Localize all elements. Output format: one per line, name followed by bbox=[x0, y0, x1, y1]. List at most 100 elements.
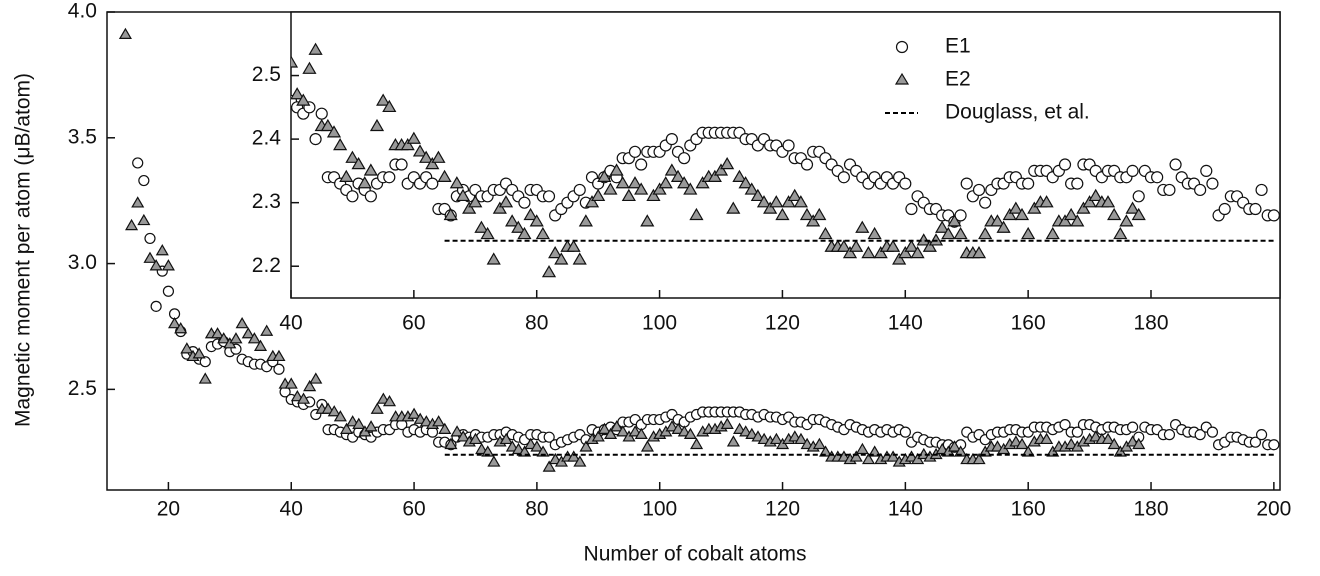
triangle-point bbox=[1113, 226, 1128, 240]
triangle-point bbox=[671, 422, 685, 434]
triangle-point bbox=[855, 442, 869, 455]
triangle-point bbox=[849, 450, 863, 462]
triangle-point bbox=[370, 402, 384, 414]
triangle-point bbox=[1009, 435, 1023, 447]
triangle-point bbox=[352, 417, 366, 429]
triangle-point bbox=[628, 425, 642, 437]
triangle-point bbox=[346, 415, 360, 427]
triangle-point bbox=[345, 150, 360, 163]
triangle-point bbox=[690, 437, 704, 450]
triangle-point bbox=[935, 442, 949, 455]
triangle-point bbox=[610, 420, 624, 432]
triangle-point bbox=[567, 450, 581, 462]
triangle-point bbox=[573, 455, 587, 467]
triangle-point bbox=[536, 445, 550, 457]
y-tick-label: 3.5 bbox=[68, 125, 97, 148]
triangle-point bbox=[369, 118, 385, 132]
triangle-point bbox=[407, 407, 421, 419]
triangle-point bbox=[904, 239, 919, 252]
triangle-point bbox=[689, 207, 704, 221]
plot-area bbox=[243, 0, 1280, 278]
triangle-point bbox=[125, 218, 139, 231]
x-tick-label: 100 bbox=[642, 312, 677, 335]
legend-label: E1 bbox=[945, 35, 971, 58]
x-tick-label: 140 bbox=[888, 498, 923, 521]
triangle-point bbox=[419, 415, 433, 427]
triangle-point bbox=[517, 226, 532, 240]
triangle-point bbox=[431, 150, 446, 163]
y-axis-label: Magnetic moment per atom (μB/atom) bbox=[12, 73, 35, 427]
triangle-point bbox=[498, 195, 514, 208]
triangle-point bbox=[529, 214, 544, 227]
triangle-point bbox=[541, 265, 557, 278]
circle-point bbox=[1163, 429, 1176, 441]
circle-point bbox=[1206, 177, 1219, 190]
triangle-point bbox=[499, 432, 513, 445]
triangle-point bbox=[149, 259, 163, 271]
triangle-point bbox=[837, 450, 851, 462]
circle-point bbox=[1194, 183, 1207, 197]
triangle-point bbox=[161, 259, 175, 271]
triangle-point bbox=[492, 201, 507, 214]
circle-point bbox=[346, 190, 359, 203]
triangle-point bbox=[597, 422, 611, 434]
triangle-point bbox=[505, 440, 519, 452]
circle-point bbox=[138, 174, 150, 187]
circle-point bbox=[1194, 429, 1206, 441]
triangle-point bbox=[137, 213, 151, 226]
triangle-point bbox=[868, 445, 882, 457]
triangle-point bbox=[904, 450, 919, 462]
triangle-point bbox=[284, 377, 298, 389]
circle-point bbox=[678, 152, 691, 165]
triangle-point bbox=[235, 317, 249, 329]
triangle-point bbox=[357, 176, 372, 189]
circle-point bbox=[273, 363, 285, 375]
circle-point bbox=[1071, 177, 1084, 190]
circle-point bbox=[1151, 171, 1164, 184]
circle-point bbox=[243, 0, 254, 11]
triangle-point bbox=[320, 118, 335, 132]
circle-point bbox=[1132, 190, 1145, 203]
triangle-point bbox=[867, 226, 882, 240]
triangle-point bbox=[793, 195, 808, 208]
triangle-point bbox=[572, 252, 587, 265]
circle-point bbox=[573, 183, 586, 197]
triangle-point bbox=[683, 427, 697, 440]
circle-point bbox=[1058, 158, 1072, 171]
y-tick-label: 2.2 bbox=[252, 254, 281, 277]
triangle-point bbox=[947, 214, 962, 227]
circle-point bbox=[635, 158, 648, 171]
triangle-point bbox=[438, 422, 452, 434]
circle-point bbox=[960, 177, 973, 190]
triangle-point bbox=[640, 214, 655, 227]
triangle-point bbox=[400, 137, 415, 151]
triangle-point bbox=[333, 410, 347, 422]
triangle-point bbox=[309, 372, 323, 384]
x-tick-label: 140 bbox=[888, 312, 923, 335]
triangle-point bbox=[898, 245, 913, 259]
triangle-point bbox=[720, 417, 734, 429]
circle-point bbox=[1169, 158, 1182, 171]
triangle-point bbox=[1131, 207, 1146, 221]
triangle-point bbox=[928, 233, 944, 246]
triangle-point bbox=[363, 163, 378, 176]
triangle-point bbox=[972, 452, 986, 465]
triangle-point bbox=[432, 415, 446, 427]
triangle-point bbox=[1014, 207, 1030, 221]
triangle-point bbox=[1027, 201, 1042, 214]
triangle-point bbox=[720, 157, 735, 170]
triangle-point bbox=[947, 440, 962, 452]
triangle-point bbox=[530, 440, 544, 452]
triangle-point bbox=[364, 420, 378, 432]
triangle-point bbox=[1101, 432, 1115, 445]
triangle-point bbox=[143, 251, 157, 263]
triangle-point bbox=[382, 99, 397, 113]
triangle-point bbox=[677, 425, 691, 437]
triangle-point bbox=[524, 437, 538, 450]
triangle-point bbox=[217, 332, 231, 344]
triangle-point bbox=[321, 402, 335, 414]
triangle-point bbox=[597, 169, 612, 182]
triangle-point bbox=[971, 245, 987, 259]
triangle-point bbox=[450, 425, 464, 437]
